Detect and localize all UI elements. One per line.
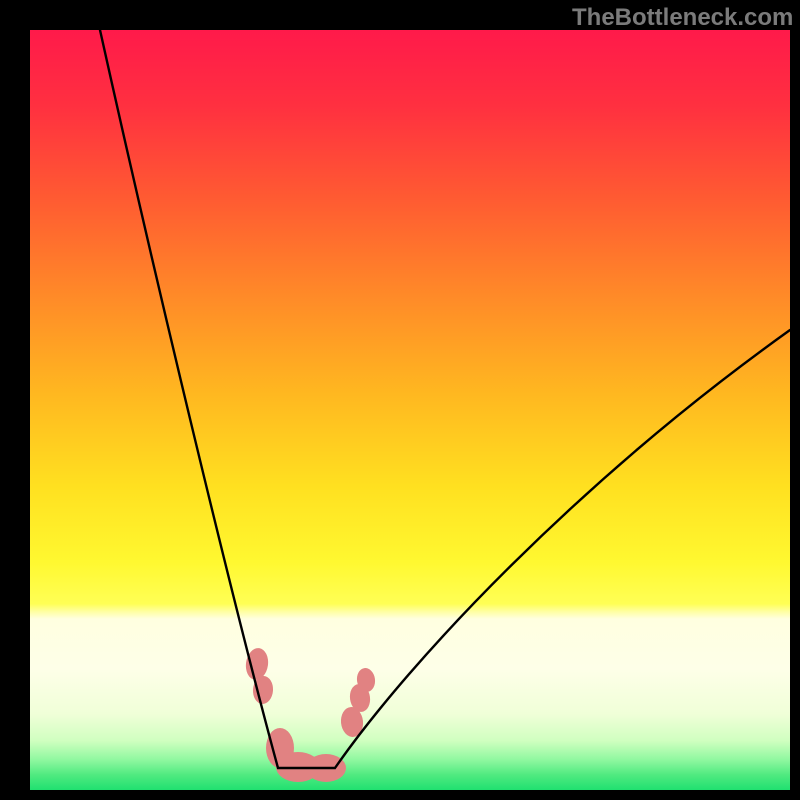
chart-container (30, 30, 790, 790)
watermark-text: TheBottleneck.com (572, 4, 793, 32)
v-curve (100, 30, 790, 768)
chart-curve-layer (30, 30, 790, 790)
